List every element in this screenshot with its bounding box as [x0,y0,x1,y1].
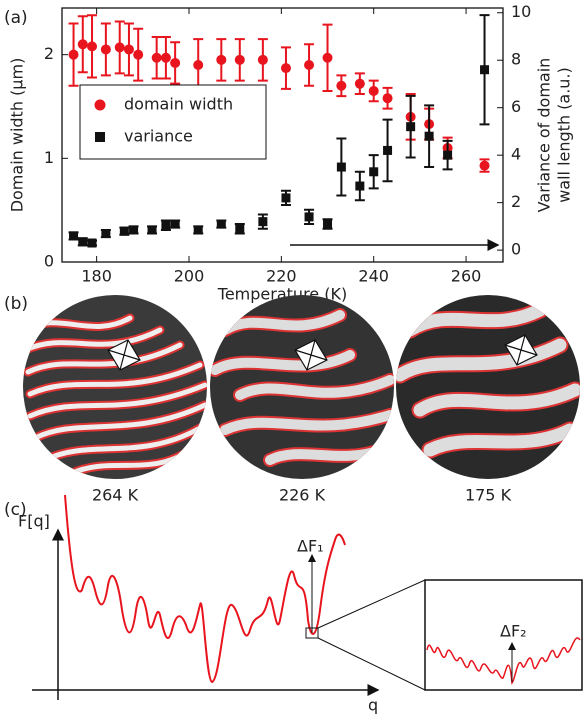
y2-axis-label: Variance of domain [535,58,554,213]
y-axis-label: Domain width (µm) [8,58,27,213]
data-point [133,49,144,60]
data-point [323,219,333,229]
data-point [304,212,314,222]
legend-marker [95,132,105,142]
data-point [161,220,171,230]
data-point [147,225,157,235]
data-point [382,93,393,104]
data-point [355,181,365,191]
inset-curve [426,637,581,685]
image-caption: 175 K [465,486,512,505]
y-tick-label: 0 [44,252,54,271]
x-tick-label: 220 [266,267,297,286]
image-caption: 264 K [92,486,139,505]
data-point [69,231,79,241]
inset [424,579,583,691]
x-tick-label: 200 [174,267,205,286]
data-point [281,193,291,203]
data-point [406,122,416,132]
data-point [234,54,245,65]
legend-marker [94,99,106,111]
data-point [129,225,139,235]
y2-tick-label: 4 [511,145,521,164]
y2-tick-label: 0 [511,240,521,259]
x-tick-label: 180 [81,267,112,286]
data-point [216,54,227,65]
data-point [101,229,111,239]
y2-axis-label: wall length (a.u.) [555,67,574,203]
data-point [424,131,434,141]
data-point [78,237,88,247]
data-point [443,150,453,160]
data-point [87,238,97,248]
orientation-icon [107,334,538,371]
data-point [369,167,379,177]
axis-label: q [368,696,378,714]
image-caption: 226 K [279,486,326,505]
data-point [322,52,333,63]
data-point [170,219,180,229]
data-point [114,42,125,53]
data-point [336,162,346,172]
data-point [354,78,365,89]
data-point [123,44,134,55]
data-point [257,54,268,65]
zoom-line [317,637,426,691]
data-point [258,217,268,227]
data-point [193,225,203,235]
data-point [383,145,393,155]
y-tick-label: 2 [44,44,54,63]
x-tick-label: 240 [358,267,389,286]
data-point [119,226,129,236]
data-point [336,80,347,91]
panel-label: (c) [4,500,27,520]
annotation: ΔF₂ [500,622,527,641]
data-point [68,49,79,60]
y-tick-label: 1 [44,148,54,167]
data-point [480,65,490,75]
micrograph [396,295,580,479]
data-point [87,41,98,52]
y2-tick-label: 10 [511,2,531,21]
data-point [235,224,245,234]
legend-label: domain width [124,95,233,114]
data-point [304,60,315,71]
schematic: F[q] q ΔF₁ ΔF₂ [18,494,583,714]
data-point [151,52,162,63]
data-point [280,63,291,74]
zoom-line [317,579,426,629]
data-point [368,85,379,96]
data-point [193,60,204,71]
data-point [160,52,171,63]
micrograph [210,295,394,479]
curve [64,494,346,684]
data-point [100,44,111,55]
y2-tick-label: 6 [511,97,521,116]
legend-label: variance [124,127,193,146]
data-point [479,160,490,171]
y2-tick-label: 2 [511,192,521,211]
panel-label: (b) [4,294,28,314]
data-point [216,219,226,229]
data-point [77,39,88,50]
x-tick-label: 260 [451,267,482,286]
plot-frame [61,7,504,263]
annotation: ΔF₁ [297,537,324,556]
axis-label: F[q] [18,512,50,531]
y2-tick-label: 8 [511,50,521,69]
micrograph [23,295,207,479]
legend-box [79,84,267,160]
data-point [170,57,181,68]
panel-label: (a) [4,8,28,28]
